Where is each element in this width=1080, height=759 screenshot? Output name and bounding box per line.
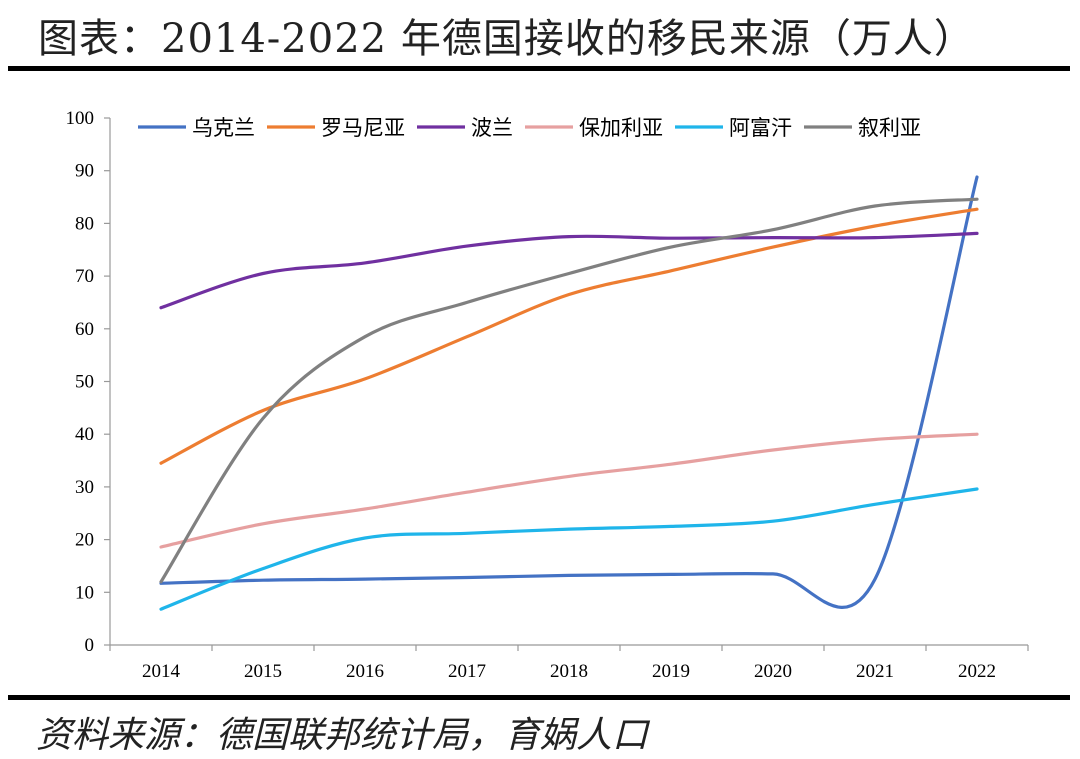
line-chart: 0 10 20 30 40 50 60 70 80 90 100 2014 2015 2016 2017 20… (66, 108, 1029, 682)
x-tick-label: 2016 (346, 661, 384, 682)
source-note: 资料来源：德国联邦统计局，育娲人口 (36, 715, 649, 756)
series-line-4 (159, 432, 979, 549)
series-line-2 (159, 207, 979, 465)
legend-label: 叙利亚 (858, 116, 921, 140)
x-tick-label: 2022 (958, 661, 996, 682)
chart-legend: 乌克兰 罗马尼亚 波兰 保加利亚 阿富汗 叙利亚 (138, 116, 921, 140)
x-tick-label: 2015 (244, 661, 282, 682)
series-line-1 (159, 175, 979, 609)
legend-label: 乌克兰 (192, 116, 255, 140)
series-line-5 (159, 487, 979, 611)
y-tick-label: 100 (66, 108, 95, 129)
y-tick-label: 50 (75, 372, 94, 393)
x-tick-label: 2021 (856, 661, 894, 682)
y-tick-label: 10 (75, 582, 94, 603)
series-line-3 (159, 231, 979, 310)
y-tick-label: 0 (85, 635, 95, 656)
chart-series (159, 175, 979, 611)
y-tick-label: 70 (75, 266, 94, 287)
x-tick-label: 2019 (652, 661, 690, 682)
legend-label: 保加利亚 (579, 116, 663, 140)
page-title: 图表：2014-2022 年德国接收的移民来源（万人） (38, 16, 975, 62)
series-line-6 (159, 197, 979, 584)
x-tick-label: 2017 (448, 661, 486, 682)
legend-label: 罗马尼亚 (321, 116, 405, 140)
y-tick-label: 80 (75, 213, 94, 234)
x-tick-label: 2020 (754, 661, 792, 682)
chart-axes: 0 10 20 30 40 50 60 70 80 90 100 2014 2015 2016 2017 20… (66, 108, 1029, 682)
source-divider (8, 695, 1070, 700)
y-tick-label: 90 (75, 161, 94, 182)
y-tick-label: 20 (75, 530, 94, 551)
y-tick-label: 60 (75, 319, 94, 340)
y-tick-label: 30 (75, 477, 94, 498)
y-tick-label: 40 (75, 424, 94, 445)
x-tick-label: 2014 (142, 661, 181, 682)
title-divider (8, 66, 1070, 71)
legend-label: 阿富汗 (729, 116, 792, 140)
x-tick-label: 2018 (550, 661, 588, 682)
legend-label: 波兰 (471, 116, 513, 140)
